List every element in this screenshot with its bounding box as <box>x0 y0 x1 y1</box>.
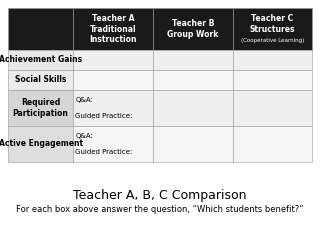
Text: Teacher A
Traditional
Instruction: Teacher A Traditional Instruction <box>89 14 137 44</box>
Bar <box>233 50 312 70</box>
Text: Teacher B
Group Work: Teacher B Group Work <box>167 19 219 39</box>
Bar <box>8 70 73 90</box>
Bar <box>233 70 312 90</box>
Text: Achievement Gains: Achievement Gains <box>0 55 82 65</box>
Text: Required
Participation: Required Participation <box>13 98 68 118</box>
Bar <box>153 8 233 50</box>
Bar <box>8 50 73 70</box>
Bar <box>73 126 153 162</box>
Text: For each box above answer the question, “Which students benefit?”: For each box above answer the question, … <box>16 204 304 214</box>
Bar <box>73 90 153 126</box>
Text: Social Skills: Social Skills <box>15 76 66 84</box>
Bar <box>153 126 233 162</box>
Text: Teacher C
Structures: Teacher C Structures <box>250 14 295 34</box>
Bar <box>73 70 153 90</box>
Bar <box>153 50 233 70</box>
Bar <box>73 8 153 50</box>
Text: Guided Practice:: Guided Practice: <box>76 149 133 155</box>
Bar <box>8 8 73 50</box>
Text: Q&A:: Q&A: <box>76 133 93 139</box>
Text: Guided Practice:: Guided Practice: <box>76 113 133 119</box>
Bar <box>8 90 73 126</box>
Text: Q&A:: Q&A: <box>76 97 93 103</box>
Text: Active Engagement: Active Engagement <box>0 139 83 149</box>
Bar <box>73 50 153 70</box>
Bar <box>233 8 312 50</box>
Bar <box>233 126 312 162</box>
Bar <box>153 70 233 90</box>
Bar <box>153 90 233 126</box>
Bar <box>233 90 312 126</box>
Text: (Cooperative Learning): (Cooperative Learning) <box>241 38 304 43</box>
Text: Teacher A, B, C Comparison: Teacher A, B, C Comparison <box>73 190 247 203</box>
Bar <box>8 126 73 162</box>
